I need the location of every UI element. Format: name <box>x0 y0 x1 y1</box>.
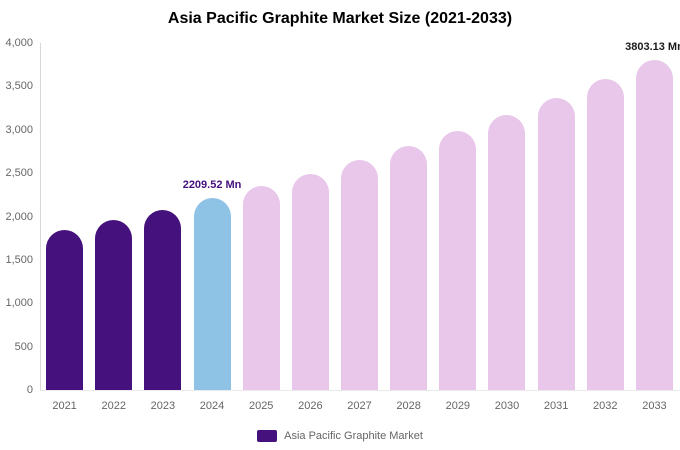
x-axis-label-2021: 2021 <box>52 400 77 412</box>
x-axis-label-2031: 2031 <box>543 400 569 412</box>
bar-slot-2024: 2209.52 Mn 2024 <box>183 43 242 412</box>
x-axis-label-2026: 2026 <box>298 400 323 412</box>
bar-2032[interactable] <box>586 79 624 390</box>
x-axis-label-2022: 2022 <box>101 400 126 412</box>
bar-2025[interactable] <box>242 186 280 390</box>
x-axis-label-2029: 2029 <box>445 400 471 412</box>
chart-title: Asia Pacific Graphite Market Size (2021-… <box>167 10 513 27</box>
x-axis-label-2027: 2027 <box>347 400 372 412</box>
bar-2022[interactable] <box>95 219 133 390</box>
bar-slot-2025: 2025 <box>237 43 286 412</box>
y-axis-label-2500: 2,500 <box>5 167 33 180</box>
bar-slot-2021: 2021 <box>40 43 89 412</box>
bar-2027[interactable] <box>341 160 379 390</box>
legend-label: Asia Pacific Graphite Market <box>284 430 423 442</box>
bar-slot-2031: 2031 <box>532 43 581 412</box>
y-axis-label-3500: 3,500 <box>5 80 33 93</box>
bar-2023[interactable] <box>144 209 182 390</box>
bars-container: 2021 2022 2023 2209.52 Mn 2024 2025 2026 2027 20… <box>40 41 680 412</box>
bar-slot-2027: 2027 <box>335 43 384 412</box>
y-axis-label-0: 0 <box>26 384 33 396</box>
y-axis-label-1500: 1,500 <box>5 253 33 266</box>
y-axis-label-2000: 2,000 <box>5 210 33 223</box>
bar-2030[interactable] <box>488 115 526 390</box>
bar-slot-2026: 2026 <box>286 43 335 412</box>
y-axis: 0 500 1,000 1,500 2,000 2,500 3,000 3,500 4,000 <box>0 37 36 396</box>
bar-slot-2032: 2032 <box>581 43 630 412</box>
bar-slot-2022: 2022 <box>89 43 138 412</box>
bar-2024[interactable] <box>193 198 231 390</box>
bar-2026[interactable] <box>291 174 329 390</box>
x-axis-label-2028: 2028 <box>396 400 421 412</box>
x-axis-label-2023: 2023 <box>150 400 176 412</box>
data-label-2024: 2209.52 Mn <box>182 179 242 192</box>
bar-2031[interactable] <box>537 97 575 390</box>
data-label-2033: 3803.13 Mn <box>625 41 680 54</box>
bar-2033[interactable] <box>635 60 673 390</box>
plot-area <box>40 43 680 391</box>
y-axis-label-4000: 4,000 <box>5 37 33 49</box>
x-axis-label-2032: 2032 <box>593 400 618 412</box>
x-axis-label-2033: 2033 <box>642 400 667 412</box>
x-axis-label-2024: 2024 <box>199 400 225 412</box>
bar-2029[interactable] <box>439 130 477 390</box>
y-axis-label-1000: 1,000 <box>5 297 33 310</box>
bar-2021[interactable] <box>46 229 84 390</box>
y-axis-label-500: 500 <box>14 340 33 353</box>
bar-slot-2029: 2029 <box>433 43 482 412</box>
x-axis-label-2030: 2030 <box>494 400 520 412</box>
legend-swatch <box>257 430 278 442</box>
bar-slot-2030: 2030 <box>482 43 531 412</box>
y-axis-label-3000: 3,000 <box>5 123 33 136</box>
bar-slot-2033: 3803.13 Mn 2033 <box>625 41 680 412</box>
x-axis-label-2025: 2025 <box>248 400 274 412</box>
bar-slot-2023: 2023 <box>138 43 187 412</box>
bar-2028[interactable] <box>390 146 428 390</box>
bar-slot-2028: 2028 <box>384 43 433 412</box>
legend[interactable]: Asia Pacific Graphite Market <box>0 430 680 442</box>
